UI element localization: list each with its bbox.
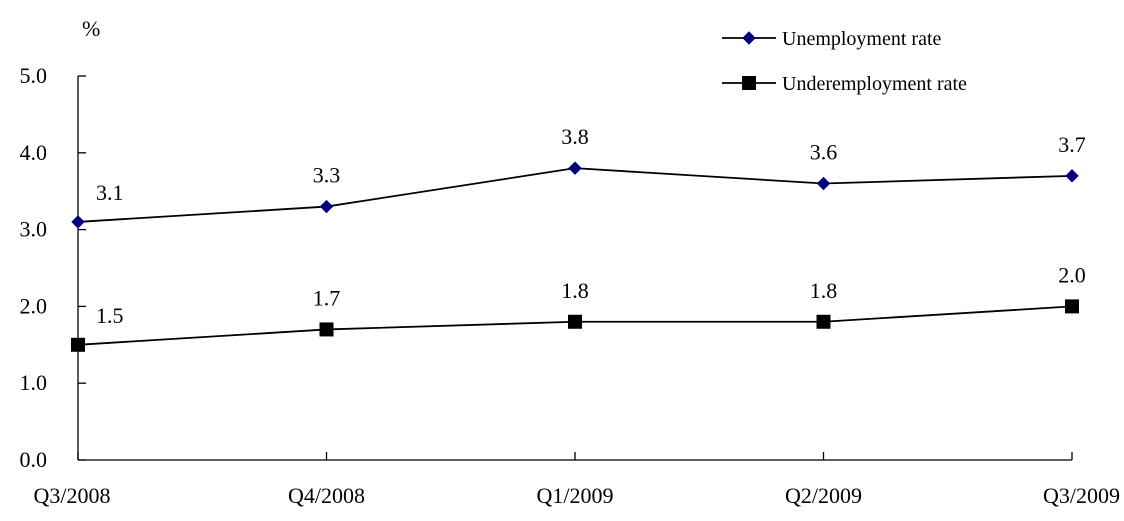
diamond-marker bbox=[71, 215, 85, 229]
data-label: 3.3 bbox=[313, 163, 341, 188]
diamond-marker bbox=[1065, 169, 1079, 183]
y-tick-label: 2.0 bbox=[20, 293, 48, 318]
x-tick-labels: Q3/2008 Q4/2008 Q1/2009 Q2/2009 Q3/2009 bbox=[34, 483, 1121, 508]
series-unemployment: 3.1 3.3 3.8 3.6 3.7 bbox=[71, 124, 1086, 229]
y-tick-label: 0.0 bbox=[20, 447, 48, 472]
legend-label: Underemployment rate bbox=[782, 73, 967, 95]
legend-diamond-marker bbox=[742, 31, 756, 45]
axes bbox=[77, 75, 1073, 461]
diamond-marker bbox=[816, 176, 831, 191]
square-marker bbox=[1065, 299, 1079, 314]
y-tick-label: 4.0 bbox=[20, 140, 48, 165]
x-tick-label: Q4/2008 bbox=[288, 483, 365, 508]
legend-item: Underemployment rate bbox=[722, 73, 967, 95]
data-label: 1.5 bbox=[96, 303, 124, 328]
legend-square-marker bbox=[742, 76, 756, 90]
data-label: 1.8 bbox=[810, 278, 838, 303]
series-line bbox=[77, 167, 1073, 223]
y-tick-label: 5.0 bbox=[20, 63, 48, 88]
square-marker bbox=[319, 322, 334, 337]
legend: Unemployment rate Underemployment rate bbox=[722, 28, 967, 95]
data-label: 3.8 bbox=[561, 124, 589, 149]
y-tick-label: 3.0 bbox=[20, 217, 48, 242]
data-label: 3.7 bbox=[1058, 132, 1086, 157]
series-underemployment: 1.5 1.7 1.8 1.8 2.0 bbox=[71, 262, 1086, 352]
y-tick-label: 1.0 bbox=[20, 370, 48, 395]
x-tick-label: Q3/2009 bbox=[1043, 483, 1120, 508]
square-marker bbox=[71, 337, 85, 352]
data-label: 2.0 bbox=[1058, 262, 1086, 287]
x-tick-label: Q3/2008 bbox=[34, 483, 111, 508]
y-axis-unit-label: % bbox=[82, 16, 100, 41]
square-marker bbox=[816, 314, 831, 329]
data-label: 3.6 bbox=[810, 140, 838, 165]
y-tick-labels: 0.0 1.0 2.0 3.0 4.0 5.0 bbox=[20, 63, 48, 472]
x-tick-label: Q2/2009 bbox=[785, 483, 862, 508]
data-label: 1.7 bbox=[313, 285, 341, 310]
legend-item: Unemployment rate bbox=[722, 28, 942, 50]
legend-label: Unemployment rate bbox=[782, 28, 942, 50]
x-tick-label: Q1/2009 bbox=[537, 483, 614, 508]
diamond-marker bbox=[319, 199, 334, 214]
series-layer: 3.1 3.3 3.8 3.6 3.7 1.5 1.7 1.8 1.8 2.0 bbox=[71, 124, 1086, 352]
square-marker bbox=[568, 314, 582, 329]
data-label: 3.1 bbox=[96, 180, 124, 205]
data-label: 1.8 bbox=[561, 278, 589, 303]
diamond-marker bbox=[568, 161, 582, 175]
